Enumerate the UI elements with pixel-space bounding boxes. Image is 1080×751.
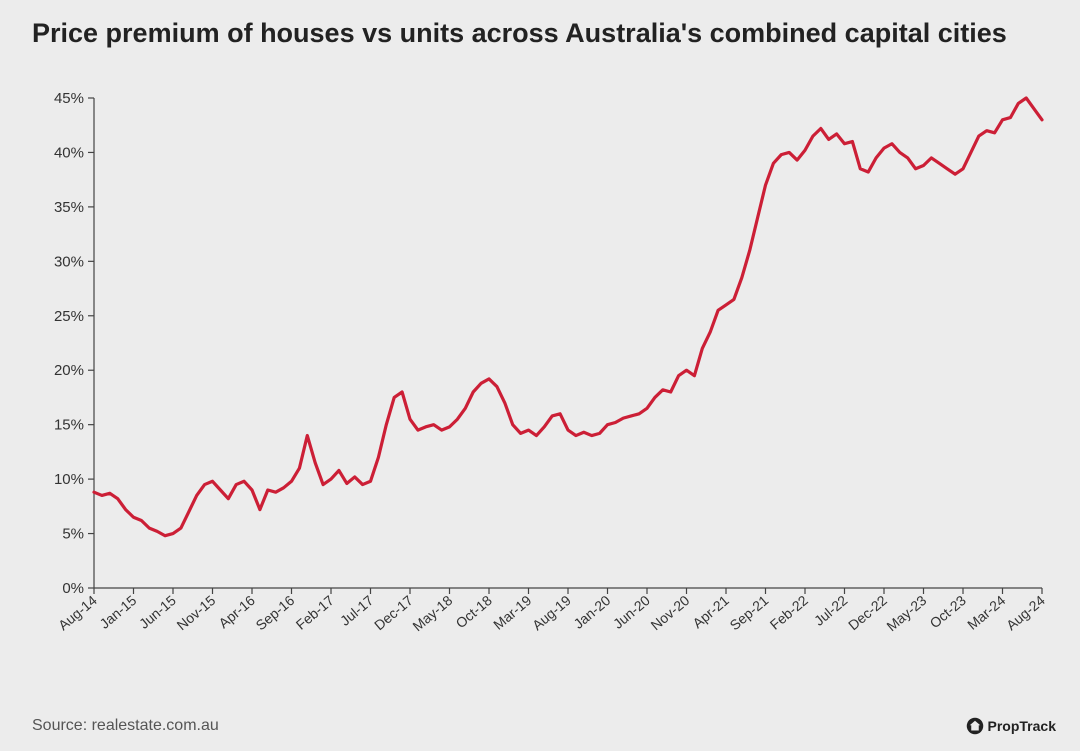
x-tick-label: Oct-18: [452, 592, 495, 631]
y-tick-label: 20%: [54, 362, 84, 379]
y-tick-label: 35%: [54, 199, 84, 216]
x-tick-label: Aug-14: [55, 592, 100, 633]
x-tick-label: May-23: [883, 592, 929, 634]
x-tick-label: Nov-20: [648, 592, 693, 633]
x-tick-label: Sep-21: [727, 592, 772, 633]
house-icon: [966, 717, 984, 735]
x-tick-label: Aug-24: [1003, 592, 1048, 633]
x-tick-label: Feb-22: [767, 592, 811, 633]
y-tick-label: 15%: [54, 417, 84, 434]
x-tick-label: Sep-16: [253, 592, 298, 633]
x-tick-label: Dec-22: [845, 592, 890, 633]
brand-label: PropTrack: [988, 718, 1056, 734]
y-tick-label: 30%: [54, 253, 84, 270]
x-tick-label: Jun-15: [136, 592, 179, 632]
x-tick-label: Apr-21: [689, 592, 732, 631]
x-tick-label: Jun-20: [610, 592, 653, 632]
x-tick-label: May-18: [409, 592, 455, 634]
chart-title: Price premium of houses vs units across …: [32, 18, 1056, 50]
x-tick-label: Jul-22: [811, 592, 851, 629]
y-tick-label: 40%: [54, 144, 84, 161]
x-tick-label: Nov-15: [174, 592, 219, 633]
x-tick-label: Aug-19: [529, 592, 574, 633]
x-tick-label: Dec-17: [371, 592, 416, 633]
x-tick-label: Feb-17: [293, 592, 337, 633]
line-chart-svg: 0% 5% 10% 15% 20% 25% 30% 35% 40% 45% Aug-14Jan-15…: [32, 90, 1050, 650]
x-tick-label: Mar-19: [490, 592, 534, 633]
y-tick-label: 0%: [62, 580, 84, 597]
x-tick-label: Jan-15: [96, 592, 139, 632]
y-tick-label: 10%: [54, 471, 84, 488]
x-tick-label: Jan-20: [570, 592, 613, 632]
x-tick-label: Apr-16: [215, 592, 258, 631]
y-tick-label: 5%: [62, 526, 84, 543]
y-tick-label: 25%: [54, 308, 84, 325]
x-tick-label: Jul-17: [337, 592, 377, 629]
chart-area: 0% 5% 10% 15% 20% 25% 30% 35% 40% 45% Aug-14Jan-15…: [32, 90, 1050, 650]
x-tick-label: Mar-24: [964, 592, 1008, 633]
data-line: [94, 98, 1042, 536]
x-tick-label: Oct-23: [926, 592, 969, 631]
source-label: Source: realestate.com.au: [32, 717, 219, 735]
brand-logo: PropTrack: [966, 717, 1056, 735]
y-tick-label: 45%: [54, 90, 84, 107]
